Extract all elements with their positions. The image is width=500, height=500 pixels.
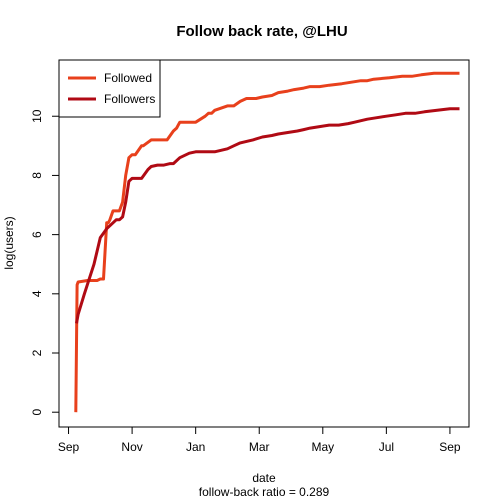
x-tick-label: Jul	[379, 440, 394, 454]
x-tick-label: Jan	[186, 440, 205, 454]
chart-title: Follow back rate, @LHU	[176, 23, 347, 40]
y-axis-label: log(users)	[2, 216, 16, 269]
y-tick-label: 6	[30, 231, 44, 238]
legend-label-followed: Followed	[104, 71, 152, 85]
y-tick-label: 0	[30, 409, 44, 416]
axes: 0 2 4 6 8 10 Sep Nov Jan Mar May Jul Sep	[30, 109, 461, 454]
legend-label-followers: Followers	[104, 92, 155, 106]
y-tick-label: 8	[30, 172, 44, 179]
x-tick-label: Sep	[439, 440, 461, 454]
series-line-followers	[75, 107, 460, 324]
y-tick-label: 4	[30, 290, 44, 297]
series-layer	[74, 71, 460, 413]
legend-box	[58, 59, 161, 118]
legend: Followed Followers	[58, 59, 161, 118]
y-tick-label: 10	[30, 109, 44, 123]
y-tick-label: 2	[30, 349, 44, 356]
x-tick-label: Sep	[58, 440, 80, 454]
series-line-followed	[74, 71, 460, 413]
chart-subtitle: follow-back ratio = 0.289	[199, 485, 330, 499]
x-tick-label: Nov	[121, 440, 142, 454]
x-tick-label: May	[311, 440, 334, 454]
x-axis-label: date	[252, 471, 276, 485]
x-tick-label: Mar	[249, 440, 270, 454]
